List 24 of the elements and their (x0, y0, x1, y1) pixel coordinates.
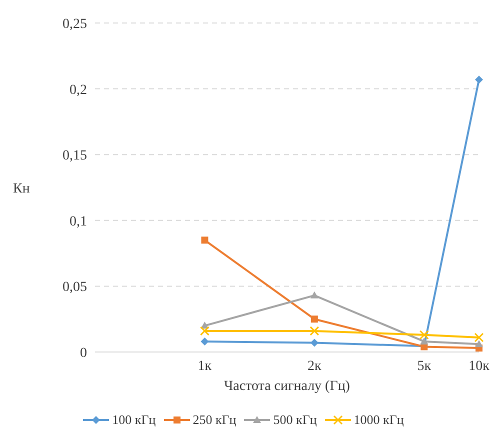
y-tick-label: 0,2 (70, 82, 87, 98)
legend-label: 1000 кГц (352, 412, 404, 428)
point (201, 236, 208, 244)
point (310, 316, 318, 323)
point (475, 76, 483, 84)
legend-label: 100 кГц (111, 412, 156, 428)
x-axis-title: Частота сигналу (Гц) (224, 379, 350, 394)
y-tick-label: 0,15 (62, 148, 87, 164)
legend-label: 250 кГц (192, 412, 236, 428)
x-tick-label: 5к (417, 358, 432, 374)
point (200, 337, 209, 346)
y-tick-label: 0,25 (62, 16, 87, 32)
y-tick-label: 0 (80, 346, 87, 361)
point (420, 337, 428, 344)
point (310, 291, 318, 298)
y-axis-title: Кн (13, 181, 30, 196)
y-tick-label: 0,1 (70, 214, 87, 230)
point (310, 338, 318, 347)
x-tick-label: 10к (468, 358, 490, 374)
y-tick-label: 0,05 (62, 280, 87, 296)
x-tick-label: 2к (308, 358, 322, 374)
point (475, 340, 483, 348)
x-tick-label: 1к (198, 358, 212, 374)
legend-label: 500 кГц (272, 412, 317, 428)
